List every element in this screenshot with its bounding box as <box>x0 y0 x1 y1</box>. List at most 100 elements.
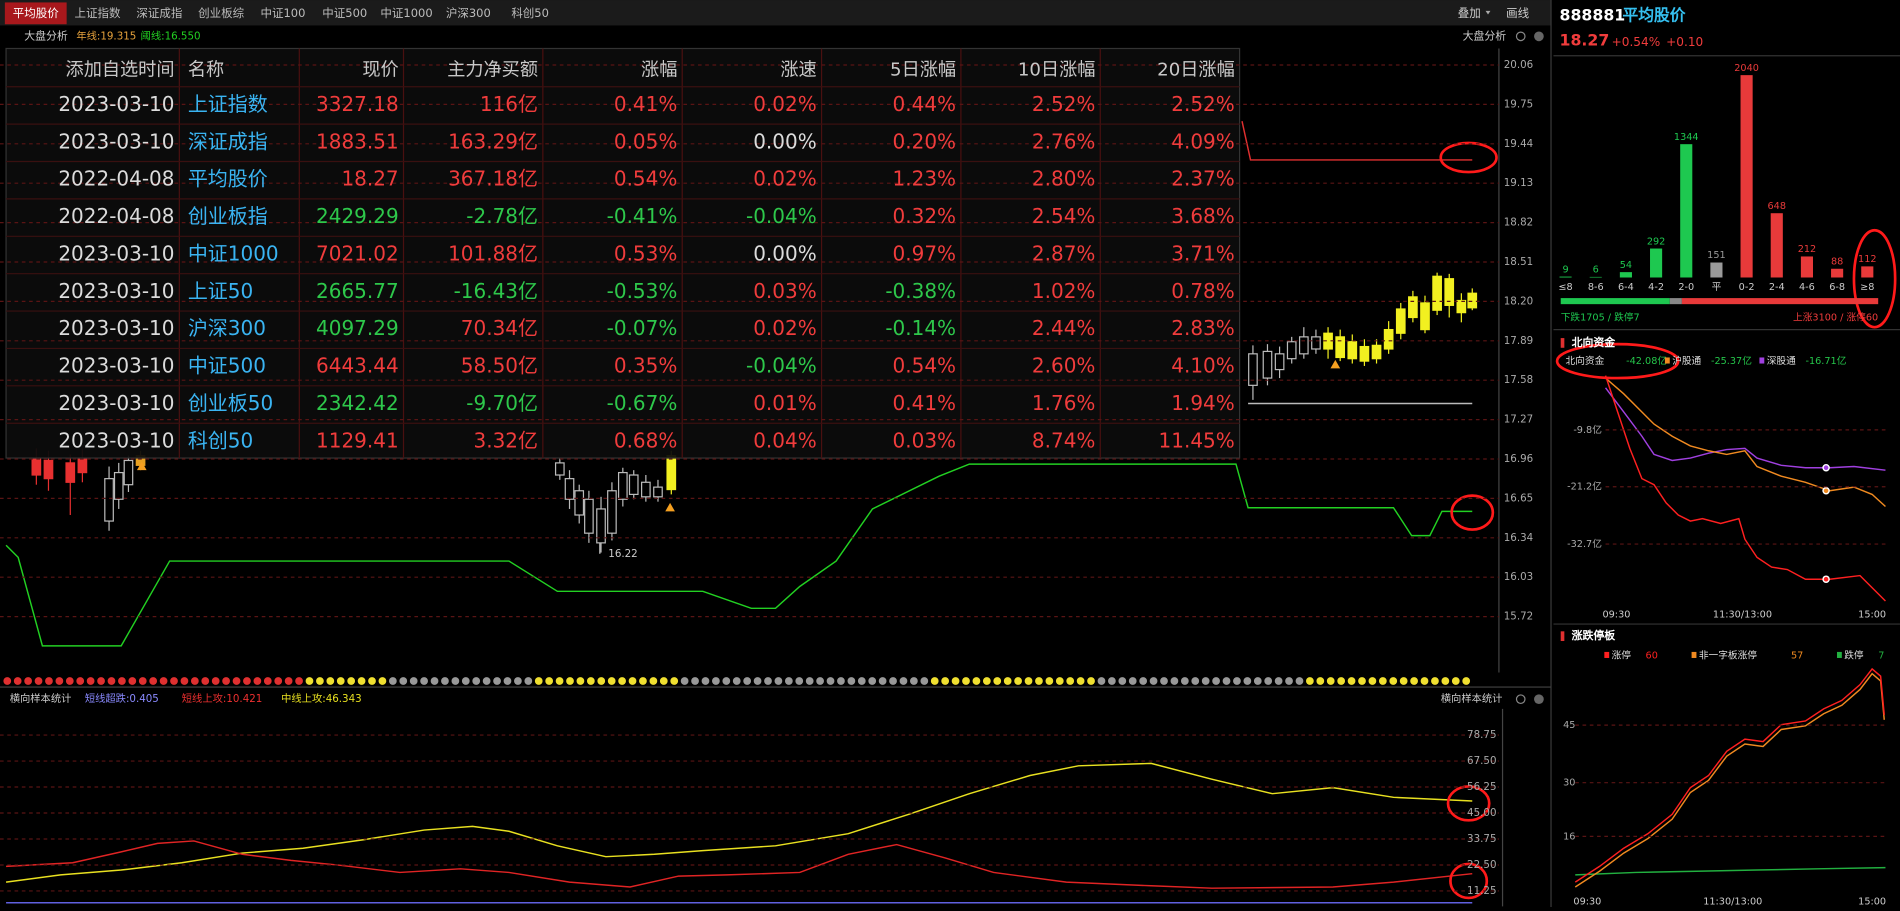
signal-dot <box>65 677 74 685</box>
signal-dot <box>639 677 647 685</box>
table-cell: 2429.29 <box>316 204 399 228</box>
down-limit-line <box>1575 866 1886 876</box>
chart-title: 大盘分析 <box>1463 28 1507 42</box>
signal-dot <box>201 677 210 685</box>
bar <box>1619 272 1632 278</box>
signal-dot <box>357 677 366 685</box>
candle-body <box>1383 328 1394 350</box>
signal-dot <box>607 677 616 685</box>
legend-swatch <box>1664 357 1670 364</box>
settings-icon[interactable] <box>1515 694 1526 705</box>
signal-dot <box>190 677 199 685</box>
table-cell: 116亿 <box>480 92 538 116</box>
candle-body <box>554 462 565 476</box>
tab[interactable]: 中证1000 <box>380 6 432 20</box>
signal-dot <box>263 677 272 685</box>
candle-body <box>584 498 594 534</box>
toolbar-button[interactable]: 画线 <box>1506 6 1529 20</box>
table-cell: -0.53% <box>607 279 678 303</box>
signal-dot <box>1233 677 1241 685</box>
candle-body <box>1347 341 1358 360</box>
signal-dot <box>701 677 710 685</box>
table-header: 主力净买额 <box>447 59 538 80</box>
signal-dot <box>1306 677 1314 685</box>
dropdown-arrow[interactable] <box>1485 10 1491 15</box>
signal-dot <box>441 677 449 685</box>
marker <box>1822 575 1830 583</box>
tab[interactable]: 沪深300 <box>446 6 491 20</box>
candle-body <box>31 457 42 476</box>
signal-dot <box>597 677 606 685</box>
signal-dot <box>1024 677 1033 685</box>
table-cell: 3.32亿 <box>474 428 538 452</box>
signal-dot <box>180 677 189 685</box>
tab[interactable]: 中证500 <box>322 6 367 20</box>
signal-dot <box>753 677 762 685</box>
x-tick-label: 15:00 <box>1858 609 1886 620</box>
bar-value: 54 <box>1620 260 1632 271</box>
signal-dot <box>649 677 658 685</box>
indicator-legend: 中线上攻:46.343 <box>281 692 362 705</box>
table-cell: 0.20% <box>893 129 957 153</box>
table-cell: 7021.02 <box>316 241 399 265</box>
tab[interactable]: 中证100 <box>260 6 305 20</box>
table-cell: 2023-03-10 <box>58 279 174 303</box>
table-header: 涨幅 <box>641 59 677 80</box>
legend-name: 深股通 <box>1767 355 1796 367</box>
signal-dot <box>1076 677 1085 685</box>
x-tick-label: 4-2 <box>1648 282 1664 293</box>
tab[interactable]: 深证成指 <box>136 6 182 20</box>
signal-dot <box>1295 677 1304 685</box>
x-tick-label: 09:30 <box>1573 897 1601 907</box>
table-cell: 2665.77 <box>316 279 399 303</box>
signal-dot <box>118 677 126 685</box>
legend-name: 涨停 <box>1612 649 1632 662</box>
table-cell: 2342.42 <box>316 391 399 415</box>
tab[interactable]: 平均股价 <box>13 6 59 20</box>
quote-name: 平均股价 <box>1623 5 1686 24</box>
x-tick-label: 15:00 <box>1858 897 1886 907</box>
signal-dot <box>586 677 595 685</box>
signal-dot <box>1337 677 1346 685</box>
legend-value: -16.71亿 <box>1805 354 1846 367</box>
table-cell: 1.02% <box>1032 279 1096 303</box>
candle-body <box>607 490 617 534</box>
candle-body <box>1274 353 1285 371</box>
tab[interactable]: 创业板综 <box>198 6 244 20</box>
candle-body <box>628 474 639 496</box>
table-cell: 2.37% <box>1171 167 1235 191</box>
bar <box>1800 256 1813 278</box>
y-tick-label: 56.25 <box>1467 781 1496 793</box>
tab[interactable]: 上证指数 <box>75 6 121 20</box>
table-cell: 0.32% <box>893 204 957 228</box>
signal-dot <box>368 677 376 685</box>
signal-dot <box>107 677 116 685</box>
help-icon[interactable] <box>1534 31 1544 42</box>
signal-dot <box>910 677 918 685</box>
signal-dot <box>138 677 147 685</box>
x-tick-label: ≤8 <box>1558 282 1572 293</box>
signal-dot <box>816 677 824 685</box>
signal-dot <box>170 677 178 685</box>
settings-icon[interactable] <box>1515 31 1526 42</box>
tab-bar <box>0 0 1552 26</box>
signal-dots <box>3 677 1471 685</box>
active-tab-bg <box>4 2 67 25</box>
table-cell: 2022-04-08 <box>58 167 174 191</box>
y-tick-label: 16.03 <box>1504 571 1533 583</box>
tab[interactable]: 科创50 <box>511 6 549 20</box>
signal-dot <box>1410 677 1418 685</box>
table-cell: 2022-04-08 <box>58 204 174 228</box>
highlight <box>1555 342 1680 380</box>
candle-body <box>104 478 114 522</box>
toolbar-button[interactable]: 叠加 <box>1458 6 1481 20</box>
quote-change: +0.10 <box>1666 35 1703 49</box>
help-icon[interactable] <box>1534 694 1544 705</box>
table-header: 20日涨幅 <box>1157 59 1235 80</box>
marker <box>1822 487 1830 495</box>
down-summary: 下跌1705 / 跌停7 <box>1561 310 1640 323</box>
legend-value: -25.37亿 <box>1711 354 1752 367</box>
table-cell: 0.53% <box>614 241 678 265</box>
signal-dot <box>420 677 428 685</box>
bar-value: 212 <box>1798 244 1817 255</box>
